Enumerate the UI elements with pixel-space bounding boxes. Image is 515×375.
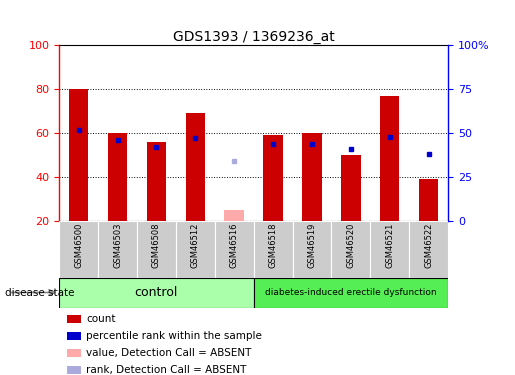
Text: GSM46508: GSM46508 <box>152 223 161 268</box>
Text: GSM46521: GSM46521 <box>385 223 394 268</box>
Bar <box>302 133 322 221</box>
Bar <box>137 221 176 278</box>
Bar <box>69 89 89 221</box>
Bar <box>67 315 81 323</box>
Text: percentile rank within the sample: percentile rank within the sample <box>87 331 262 341</box>
Text: GSM46516: GSM46516 <box>230 223 238 268</box>
Bar <box>380 96 400 221</box>
Bar <box>253 278 448 308</box>
Text: GSM46520: GSM46520 <box>347 223 355 268</box>
Bar <box>215 221 253 278</box>
Bar <box>59 221 98 278</box>
Text: count: count <box>87 314 116 324</box>
Text: diabetes-induced erectile dysfunction: diabetes-induced erectile dysfunction <box>265 288 437 297</box>
Text: GSM46522: GSM46522 <box>424 223 433 268</box>
Text: GSM46519: GSM46519 <box>307 223 316 268</box>
Text: disease state: disease state <box>5 288 75 297</box>
Text: control: control <box>135 286 178 299</box>
Bar <box>176 221 215 278</box>
Bar <box>59 278 253 308</box>
Bar <box>332 221 370 278</box>
Bar <box>409 221 448 278</box>
Bar <box>419 179 438 221</box>
Text: GSM46512: GSM46512 <box>191 223 200 268</box>
Text: value, Detection Call = ABSENT: value, Detection Call = ABSENT <box>87 348 252 358</box>
Bar <box>293 221 332 278</box>
Bar <box>341 155 360 221</box>
Bar <box>67 332 81 340</box>
Bar <box>370 221 409 278</box>
Bar <box>67 349 81 357</box>
Bar <box>147 142 166 221</box>
Text: GSM46503: GSM46503 <box>113 223 122 268</box>
Bar <box>253 221 293 278</box>
Bar <box>67 366 81 374</box>
Text: GSM46500: GSM46500 <box>74 223 83 268</box>
Bar <box>185 113 205 221</box>
Bar <box>98 221 137 278</box>
Bar <box>225 210 244 221</box>
Bar <box>108 133 127 221</box>
Title: GDS1393 / 1369236_at: GDS1393 / 1369236_at <box>173 30 335 44</box>
Text: rank, Detection Call = ABSENT: rank, Detection Call = ABSENT <box>87 365 247 375</box>
Text: GSM46518: GSM46518 <box>269 223 278 268</box>
Bar <box>263 135 283 221</box>
